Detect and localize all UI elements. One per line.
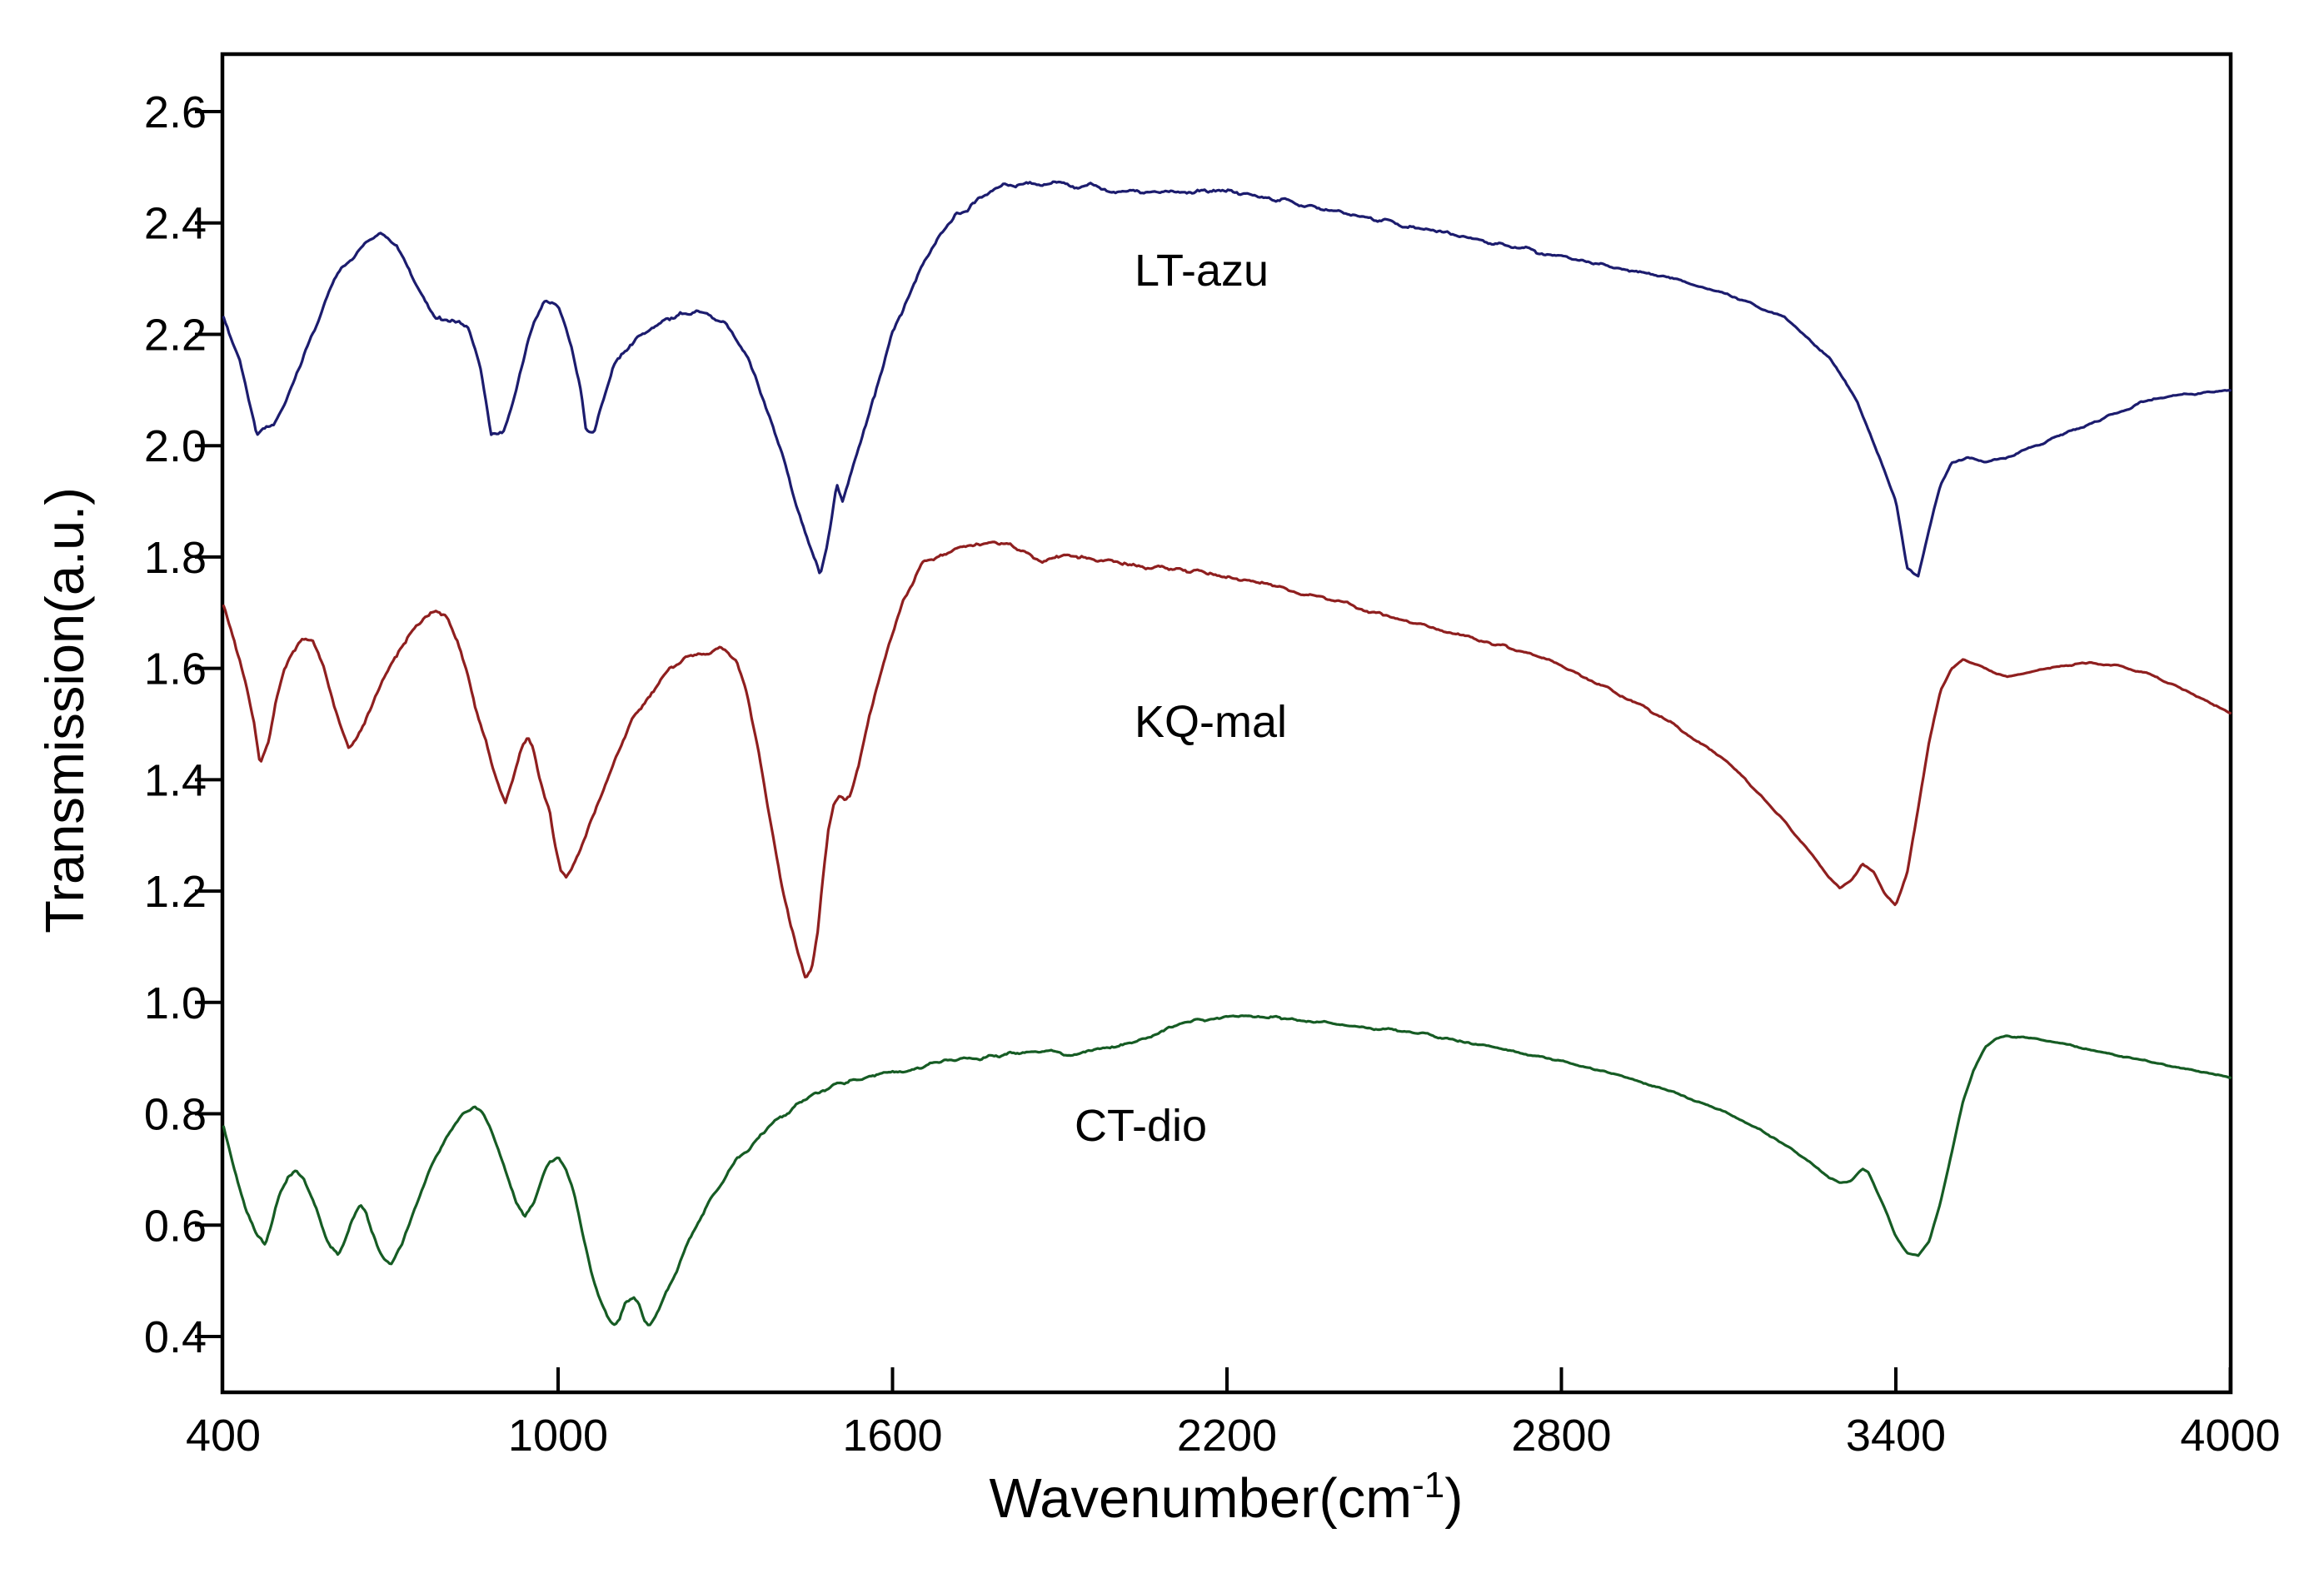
svg-text:1.8: 1.8 xyxy=(144,533,207,583)
svg-text:0.6: 0.6 xyxy=(144,1201,207,1251)
svg-text:0.8: 0.8 xyxy=(144,1090,207,1140)
svg-text:2800: 2800 xyxy=(1511,1411,1611,1461)
svg-text:4000: 4000 xyxy=(2180,1411,2280,1461)
svg-text:Transmission(a.u.): Transmission(a.u.) xyxy=(34,487,95,933)
svg-text:3400: 3400 xyxy=(1846,1411,1946,1461)
svg-text:1600: 1600 xyxy=(842,1411,942,1461)
svg-text:2.2: 2.2 xyxy=(144,311,207,361)
svg-text:LT-azu: LT-azu xyxy=(1135,246,1269,296)
svg-text:2.4: 2.4 xyxy=(144,199,207,249)
svg-text:1.6: 1.6 xyxy=(144,645,207,694)
svg-text:Wavenumber(cm-1): Wavenumber(cm-1) xyxy=(989,1465,1463,1531)
svg-text:2200: 2200 xyxy=(1177,1411,1277,1461)
svg-text:2.0: 2.0 xyxy=(144,421,207,471)
svg-text:1000: 1000 xyxy=(508,1411,608,1461)
svg-text:2.6: 2.6 xyxy=(144,87,207,137)
svg-text:1.0: 1.0 xyxy=(144,978,207,1028)
svg-text:0.4: 0.4 xyxy=(144,1312,207,1362)
svg-text:400: 400 xyxy=(186,1411,261,1461)
svg-text:1.4: 1.4 xyxy=(144,755,207,805)
svg-text:CT-dio: CT-dio xyxy=(1075,1101,1207,1151)
svg-text:KQ-mal: KQ-mal xyxy=(1135,697,1287,747)
svg-text:1.2: 1.2 xyxy=(144,867,207,917)
